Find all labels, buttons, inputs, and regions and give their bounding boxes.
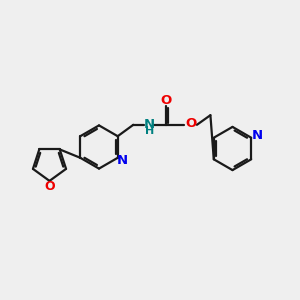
Text: H: H	[145, 126, 154, 136]
Text: O: O	[161, 94, 172, 107]
Text: O: O	[44, 180, 55, 194]
Text: N: N	[117, 154, 128, 167]
Text: N: N	[252, 129, 263, 142]
Text: O: O	[185, 117, 197, 130]
Text: N: N	[143, 118, 155, 131]
